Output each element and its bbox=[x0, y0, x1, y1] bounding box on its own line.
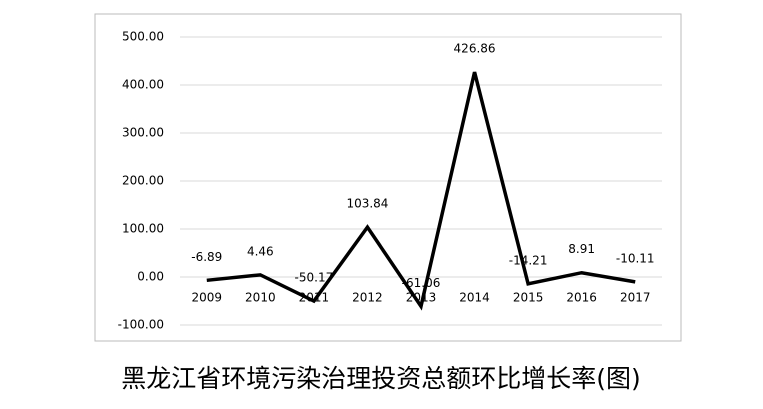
data-label: -6.89 bbox=[191, 250, 222, 264]
x-tick-label: 2010 bbox=[245, 291, 276, 305]
data-line bbox=[206, 71, 636, 311]
y-tick-label: 0.00 bbox=[137, 270, 164, 284]
y-tick-label: 400.00 bbox=[122, 78, 164, 92]
x-tick-label: 2015 bbox=[513, 291, 544, 305]
data-label: -10.11 bbox=[616, 251, 655, 265]
data-label: -50.17 bbox=[295, 271, 334, 285]
y-tick-label: 100.00 bbox=[122, 222, 164, 236]
x-tick-label: 2009 bbox=[192, 291, 223, 305]
x-tick-label: 2014 bbox=[459, 291, 490, 305]
data-label: 8.91 bbox=[568, 242, 595, 256]
data-label: -14.21 bbox=[509, 253, 548, 267]
x-tick-label: 2012 bbox=[352, 291, 383, 305]
data-label: 103.84 bbox=[346, 197, 388, 211]
chart-frame bbox=[94, 13, 682, 342]
data-label: 4.46 bbox=[247, 244, 274, 258]
y-tick-label: 500.00 bbox=[122, 30, 164, 44]
y-tick-label: -100.00 bbox=[118, 318, 164, 332]
data-label: -61.06 bbox=[402, 276, 441, 290]
y-tick-label: 200.00 bbox=[122, 174, 164, 188]
data-label: 426.86 bbox=[454, 42, 496, 56]
y-tick-label: 300.00 bbox=[122, 126, 164, 140]
x-tick-label: 2017 bbox=[620, 291, 651, 305]
chart-title: 黑龙江省环境污染治理投资总额环比增长率(图) bbox=[121, 364, 641, 393]
x-tick-label: 2011 bbox=[299, 291, 330, 305]
x-tick-label: 2016 bbox=[566, 291, 597, 305]
